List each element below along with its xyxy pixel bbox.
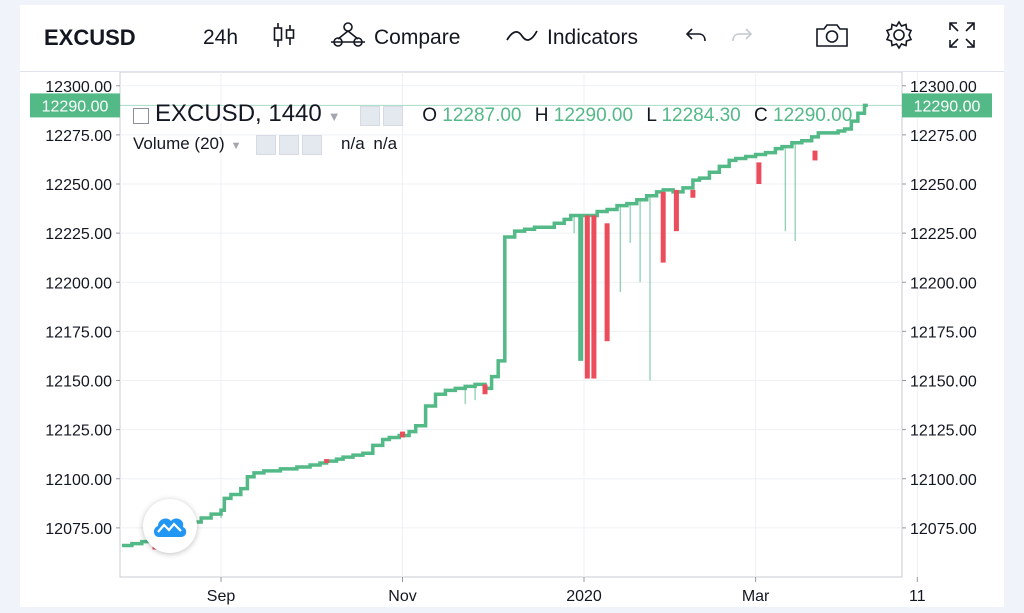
y-tick-label: 12275.00	[910, 128, 977, 145]
eye-icon[interactable]	[256, 134, 277, 155]
candle-down	[812, 150, 818, 161]
y-tick-label: 12175.00	[45, 324, 112, 341]
indicators-icon	[505, 25, 539, 51]
candle-down	[756, 162, 762, 185]
indicators-label: Indicators	[547, 26, 639, 49]
chevron-down-icon[interactable]: ▼	[327, 109, 341, 124]
gear-icon[interactable]	[279, 134, 300, 155]
close-value: 12290.00	[773, 105, 853, 126]
open-value: 12287.00	[442, 105, 522, 126]
chart-type-button[interactable]	[272, 5, 296, 71]
y-tick-label: 12250.00	[910, 177, 977, 194]
main-legend: EXCUSD, 1440 ▼ O 12287.00 H 12290.00 L 12…	[133, 100, 852, 128]
compare-button[interactable]: Compare	[330, 5, 460, 71]
candle-down	[482, 384, 488, 395]
candle-down	[604, 223, 610, 342]
y-tick-label: 12100.00	[45, 472, 112, 489]
interval-label: 24h	[203, 26, 239, 49]
y-tick-label: 12150.00	[910, 374, 977, 391]
undo-icon	[684, 24, 708, 52]
screenshot-button[interactable]	[814, 5, 850, 71]
axes: 12300.00 12300.00 12275.00 12275.00 12250.00…	[30, 79, 992, 605]
low-value: 12284.30	[661, 105, 741, 126]
chart-widget: EXCUSD 24h	[20, 5, 1004, 607]
y-tick-label: 12275.00	[45, 128, 112, 145]
candles-icon	[272, 21, 296, 55]
indicators-button[interactable]: Indicators	[505, 5, 638, 71]
price-badge-right	[902, 93, 992, 118]
candle-down	[324, 459, 330, 464]
y-tick-label: 12075.00	[45, 521, 112, 538]
close-icon[interactable]	[302, 134, 323, 155]
y-tick-label: 12225.00	[910, 226, 977, 243]
grid	[119, 71, 918, 578]
eye-icon[interactable]	[359, 105, 380, 126]
camera-icon	[814, 21, 850, 55]
candle-down	[584, 215, 590, 379]
symbol-label: EXCUSD	[44, 25, 136, 50]
gear-icon	[883, 19, 915, 57]
volume-value: n/a	[373, 134, 398, 153]
high-label: H	[534, 105, 549, 126]
fullscreen-button[interactable]	[947, 5, 977, 71]
open-label: O	[422, 105, 437, 126]
compare-icon	[330, 21, 366, 55]
low-label: L	[646, 105, 657, 126]
candle-down	[591, 215, 597, 379]
interval-button[interactable]: 24h	[203, 5, 238, 71]
volume-label: Volume (20)	[133, 134, 225, 153]
close-label: C	[754, 105, 768, 126]
x-tick-label: Nov	[388, 588, 416, 605]
fullscreen-icon	[947, 20, 977, 56]
redo-button[interactable]	[730, 5, 754, 71]
gear-icon[interactable]	[382, 105, 403, 126]
compare-label: Compare	[374, 26, 461, 49]
high-value: 12290.00	[553, 105, 634, 126]
volume-value: n/a	[341, 134, 365, 153]
undo-button[interactable]	[684, 5, 708, 71]
x-tick-label: Sep	[207, 588, 236, 605]
redo-icon	[730, 24, 754, 52]
symbol-button[interactable]: EXCUSD	[44, 5, 136, 71]
chart-area[interactable]: 12300.00 12300.00 12275.00 12275.00 12250.00…	[20, 71, 1004, 608]
price-chart[interactable]: 12300.00 12300.00 12275.00 12275.00 12250.00…	[20, 71, 1004, 608]
legend-title: EXCUSD, 1440	[155, 100, 322, 127]
cloud-logo-icon	[153, 518, 187, 537]
y-tick-label: 12100.00	[910, 472, 977, 489]
price-badge-right-label: 12290.00	[914, 98, 981, 115]
y-tick-label: 12175.00	[910, 324, 977, 341]
y-tick-label: 12300.00	[45, 79, 112, 96]
price-badge-left-label: 12290.00	[42, 98, 109, 115]
y-tick-label: 12200.00	[45, 275, 112, 292]
y-tick-label: 12075.00	[910, 521, 977, 538]
y-tick-label: 12150.00	[45, 374, 112, 391]
y-tick-label: 12125.00	[45, 423, 112, 440]
candle-down	[400, 431, 405, 438]
x-tick-label: 2020	[566, 588, 602, 605]
settings-button[interactable]	[883, 5, 915, 71]
collapse-icon[interactable]	[133, 107, 149, 124]
volume-legend: Volume (20) ▼ n/a n/a	[133, 134, 397, 155]
y-tick-label: 12225.00	[45, 226, 112, 243]
y-tick-label: 12125.00	[910, 423, 977, 440]
tradingview-logo[interactable]	[143, 499, 197, 553]
toolbar: EXCUSD 24h	[20, 5, 1004, 71]
candle-down	[660, 191, 666, 263]
x-tick-label: Mar	[742, 588, 770, 605]
x-tick-label: 11	[909, 588, 926, 605]
price-badge-left	[30, 93, 120, 118]
y-tick-label: 12300.00	[910, 79, 977, 96]
candle-down	[690, 189, 696, 198]
candle-down	[673, 189, 679, 232]
plot-frame	[119, 71, 903, 578]
y-tick-label: 12250.00	[45, 177, 112, 194]
y-tick-label: 12200.00	[910, 275, 977, 292]
candle-up	[578, 215, 584, 361]
price-series	[120, 103, 902, 550]
chevron-down-icon[interactable]: ▼	[230, 140, 242, 152]
